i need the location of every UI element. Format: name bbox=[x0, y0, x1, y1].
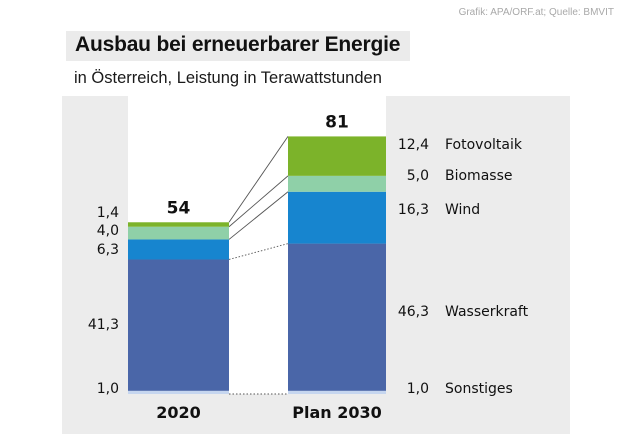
series-label-biomasse: Biomasse bbox=[445, 168, 512, 184]
bar-2-wind bbox=[288, 191, 386, 244]
bar-2-wasserkraft bbox=[288, 243, 386, 391]
connector-line-4 bbox=[228, 175, 289, 228]
series-label-wind: Wind bbox=[445, 202, 480, 218]
connector-line-5 bbox=[228, 136, 289, 223]
value-label-2030-sonstiges: 1,0 bbox=[407, 381, 429, 397]
bar-1-wind bbox=[128, 239, 229, 260]
connector-line-2 bbox=[228, 243, 289, 260]
connector-line-3 bbox=[228, 191, 289, 240]
bar-2-fotovoltaik bbox=[288, 136, 386, 176]
category-label-2: Plan 2030 bbox=[292, 403, 382, 422]
value-label-2030-wasserkraft: 46,3 bbox=[398, 304, 429, 320]
title-box: Ausbau bei erneuerbarer Energie bbox=[66, 31, 411, 61]
value-label-2030-biomasse: 5,0 bbox=[407, 168, 429, 184]
value-label-2030-wind: 16,3 bbox=[398, 202, 429, 218]
category-label-1: 2020 bbox=[156, 403, 201, 422]
value-label-2020-wind: 6,3 bbox=[97, 242, 119, 258]
series-label-wasserkraft: Wasserkraft bbox=[445, 304, 529, 320]
series-label-sonstiges: Sonstiges bbox=[445, 381, 513, 397]
bar-1-sonstiges bbox=[128, 390, 229, 394]
value-label-2020-sonstiges: 1,0 bbox=[97, 381, 119, 397]
total-label-1: 54 bbox=[167, 198, 191, 218]
chart-subtitle: in Österreich, Leistung in Terawattstund… bbox=[74, 69, 382, 87]
chart-panel: 54 81 2020 Plan 2030 1,0 41,3 6,3 4,0 1,4 1,0 Sons… bbox=[62, 96, 570, 434]
bar-1-wasserkraft bbox=[128, 259, 229, 391]
bar-2-sonstiges bbox=[288, 390, 386, 394]
value-label-2020-wasserkraft: 41,3 bbox=[88, 317, 119, 333]
source-credit: Grafik: APA/ORF.at; Quelle: BMVIT bbox=[458, 7, 614, 18]
value-label-2030-fotovoltaik: 12,4 bbox=[398, 137, 429, 153]
bar-1-biomasse bbox=[128, 226, 229, 240]
chart-title: Ausbau bei erneuerbarer Energie bbox=[75, 33, 401, 56]
series-label-fotovoltaik: Fotovoltaik bbox=[445, 137, 523, 153]
value-label-2020-biomasse: 4,0 bbox=[97, 223, 119, 239]
stacked-bar-chart: 54 81 2020 Plan 2030 1,0 41,3 6,3 4,0 1,4 1,0 Sons… bbox=[88, 96, 529, 422]
value-label-2020-fotovoltaik: 1,4 bbox=[97, 205, 119, 221]
total-label-2: 81 bbox=[325, 112, 349, 132]
bar-1-fotovoltaik bbox=[128, 222, 229, 227]
bar-2-biomasse bbox=[288, 175, 386, 192]
